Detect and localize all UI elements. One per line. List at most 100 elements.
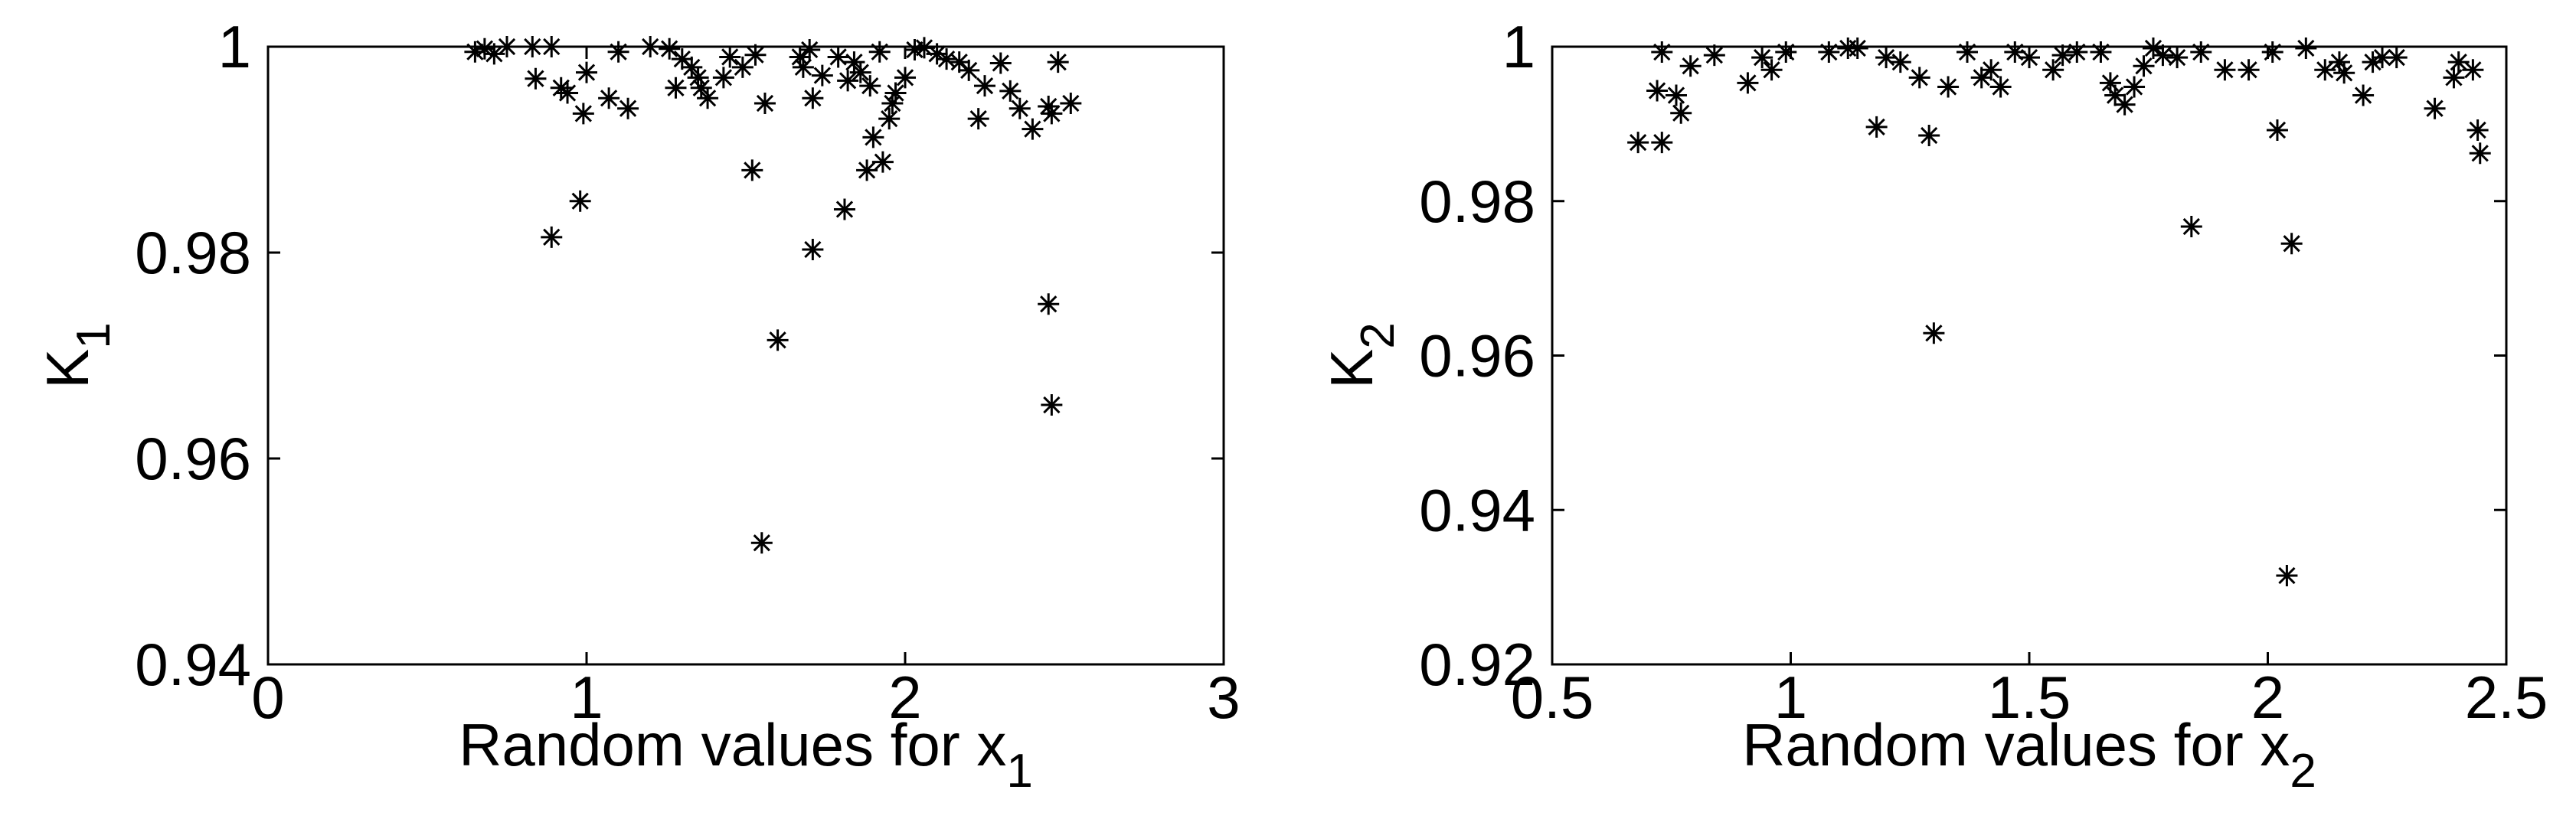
point: [541, 36, 563, 57]
point: [1923, 322, 1945, 344]
point: [926, 43, 948, 65]
point: [2333, 62, 2355, 84]
point: [712, 67, 734, 89]
point: [1957, 41, 1979, 64]
point: [2180, 216, 2202, 238]
point: [525, 67, 547, 90]
point: [617, 97, 639, 119]
y-axis-label: K1: [34, 322, 120, 389]
point: [1737, 72, 1759, 94]
point: [1679, 55, 1702, 77]
point: [687, 67, 709, 89]
y-tick-label: 0.94: [135, 631, 251, 698]
point: [2066, 41, 2088, 64]
point: [2019, 47, 2040, 69]
point: [827, 46, 849, 68]
point: [1665, 84, 1687, 106]
point: [2099, 72, 2121, 94]
point: [541, 226, 563, 248]
point: [1041, 103, 1063, 125]
point: [856, 159, 878, 181]
point: [2466, 119, 2489, 141]
plot-area: [266, 45, 1225, 666]
point: [1875, 47, 1898, 69]
point: [1038, 293, 1060, 315]
point: [741, 159, 763, 181]
point: [948, 51, 970, 73]
point: [789, 46, 811, 68]
x-tick-label: 2: [2251, 664, 2284, 731]
point: [2123, 76, 2146, 98]
point: [1970, 67, 1992, 89]
point: [837, 70, 859, 92]
x-axis-label: Random values for x2: [1742, 711, 2316, 798]
point: [1703, 44, 1725, 67]
point: [464, 41, 486, 63]
point: [2372, 47, 2394, 69]
point: [1646, 80, 1669, 102]
point: [871, 151, 894, 173]
point: [2261, 41, 2283, 64]
x-axis-label-subscript: 1: [1006, 745, 1032, 798]
point: [1865, 116, 1888, 138]
point: [2276, 564, 2298, 586]
point: [2385, 47, 2408, 69]
point: [2469, 142, 2491, 165]
point: [572, 103, 594, 125]
point: [2142, 38, 2164, 60]
point: [1775, 41, 1797, 64]
point: [1627, 132, 1649, 154]
point: [1760, 59, 1783, 81]
point: [2113, 93, 2136, 116]
point: [881, 92, 904, 114]
point: [767, 329, 789, 351]
point: [799, 39, 821, 61]
y-tick-label: 0.96: [135, 425, 251, 492]
point: [1937, 76, 1960, 98]
point: [1047, 51, 1069, 73]
point: [557, 82, 579, 104]
point: [607, 41, 629, 63]
plot-area: [1551, 45, 2508, 666]
y-axis-label-subscript: 1: [67, 322, 120, 348]
point: [894, 67, 916, 89]
y-tick-label: 0.96: [1419, 322, 1535, 390]
x-tick-label: 3: [1207, 664, 1240, 731]
point: [665, 77, 687, 99]
point: [690, 77, 712, 99]
point: [833, 198, 855, 220]
point: [2352, 84, 2375, 106]
point: [1918, 125, 1940, 147]
point: [750, 532, 773, 554]
point: [2104, 84, 2127, 106]
y-axis-label: K2: [1318, 322, 1404, 389]
point: [2462, 59, 2484, 81]
point: [2166, 47, 2189, 69]
point: [671, 48, 693, 70]
point: [936, 48, 958, 70]
x-tick-label: 0: [251, 664, 284, 731]
point: [1908, 67, 1930, 89]
point: [1980, 59, 2002, 81]
y-axis-label-text: K: [34, 349, 101, 389]
point: [974, 75, 995, 97]
point: [569, 190, 591, 212]
point: [1651, 132, 1673, 154]
x-tick-label: 1.5: [1988, 664, 2071, 731]
y-tick-label: 0.94: [1419, 476, 1535, 543]
y-tick-label: 1: [1502, 13, 1535, 80]
x-tick-label: 0.5: [1511, 664, 1594, 731]
y-tick-label: 1: [218, 13, 251, 80]
point: [2447, 51, 2470, 73]
point: [811, 64, 833, 86]
point: [884, 82, 907, 104]
point: [1818, 41, 1840, 64]
point: [1038, 96, 1060, 118]
point: [731, 56, 754, 78]
point: [904, 39, 926, 61]
point: [2133, 55, 2155, 77]
point: [862, 126, 884, 148]
point: [802, 87, 824, 109]
